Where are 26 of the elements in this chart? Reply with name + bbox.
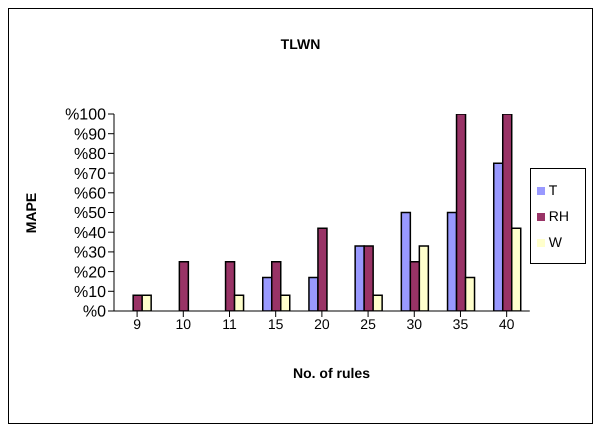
y-tick-label: %100 [65,106,106,124]
x-tick-label: 10 [176,316,192,332]
x-tick-label: 9 [133,316,142,332]
y-tick-label: %50 [74,205,106,222]
chart-title: TLWN [280,36,322,52]
x-tick-label: 25 [360,316,376,332]
y-tick-label: %40 [74,224,106,242]
x-tick-label: 35 [452,316,468,332]
y-tick-label: %20 [74,264,106,282]
x-tick-label: 11 [222,316,237,332]
y-tick-label: %10 [74,284,106,301]
y-tick-label: %80 [74,146,106,164]
y-tick-label: %30 [74,244,106,262]
x-tick-label: 30 [406,316,422,332]
x-tick-label: 20 [314,316,330,332]
y-tick-label: %90 [74,126,106,144]
x-tick-label: 15 [268,316,284,332]
y-tick-label: %0 [82,304,106,321]
y-tick-label: %60 [74,185,106,202]
legend-label: RH [548,208,569,224]
legend-label: T [548,182,558,198]
legend-label: W [548,234,562,250]
y-axis-title: MAPE [23,192,39,234]
y-tick-label: %70 [74,166,106,183]
x-tick-label: 40 [498,316,515,332]
x-axis-title: No. of rules [292,365,371,381]
